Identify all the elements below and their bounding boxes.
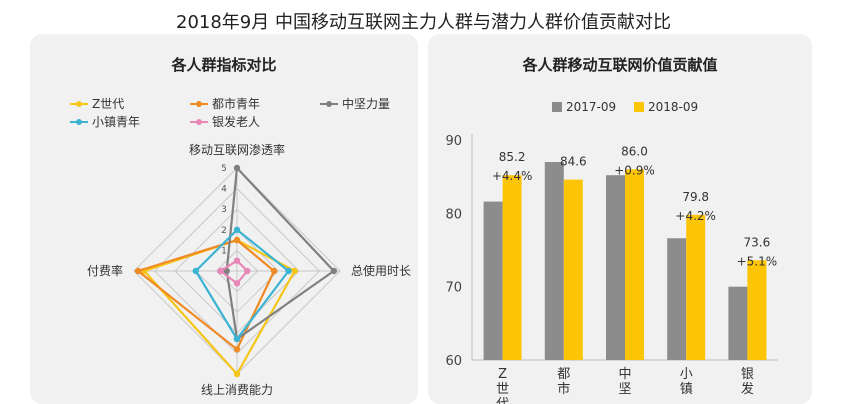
bar-chart: 2017-09 2018-09 60 70 80 90 85.2 +4.4% Z世代 84.6 都市…	[445, 100, 778, 404]
bar-panel: 各人群移动互联网价值贡献值 2017-09 2018-09 60 70 80 90 85.2…	[428, 34, 812, 404]
bar-category-char: 中	[618, 367, 631, 382]
legend-marker	[196, 101, 202, 107]
legend-label: 中坚力量	[342, 96, 390, 111]
bar-growth-label: +4.2%	[675, 209, 716, 223]
legend-item-2: 中坚力量	[320, 96, 390, 111]
legend-item-0: Z世代	[70, 97, 124, 111]
bar-value-label: 73.6	[744, 235, 771, 249]
bar-legend-label: 2018-09	[648, 100, 698, 114]
legend-label: Z世代	[92, 97, 124, 111]
bar-y-tick-label: 70	[445, 281, 462, 296]
bar-growth-label: +4.4%	[492, 169, 533, 183]
radar-point	[233, 257, 241, 264]
bar-value-label: 85.2	[499, 150, 526, 164]
radar-point	[291, 267, 298, 275]
radar-point	[217, 267, 224, 275]
bar-category-char: 镇	[680, 382, 693, 397]
bar-category-char: 发	[741, 381, 754, 397]
bar-category-char: 银	[741, 367, 754, 382]
bar-growth-label: +5.1%	[737, 254, 778, 268]
bar-growth-label: +0.9%	[614, 163, 655, 177]
radar-point	[285, 267, 292, 275]
radar-chart-title: 各人群指标对比	[171, 56, 277, 74]
bar-0-2	[606, 175, 625, 360]
radar-panel: 各人群指标对比 Z世代都市青年中坚力量小镇青年银发老人012345移动互联网渗透…	[30, 34, 418, 404]
radar-axis-label-0: 移动互联网渗透率	[189, 142, 285, 157]
radar-axis-label-2: 线上消费能力	[201, 383, 273, 397]
bar-chart-title: 各人群移动互联网价值贡献值	[522, 56, 718, 74]
radar-tick-label: 5	[221, 164, 227, 174]
bar-category-label: 都市	[557, 367, 570, 397]
radar-series-line	[135, 238, 276, 352]
radar-series-3	[192, 226, 292, 343]
bar-category-char: 都	[557, 367, 570, 382]
bar-0-0	[483, 201, 503, 360]
bar-1-1	[563, 179, 583, 360]
bar-category-char: Z	[498, 367, 507, 382]
radar-point	[233, 164, 241, 172]
bar-category-label: 银发	[741, 367, 754, 397]
bar-legend-swatch	[634, 102, 644, 112]
radar-tick-label: 1	[221, 246, 227, 256]
radar-series-4	[217, 257, 251, 287]
radar-point	[192, 267, 199, 275]
radar-point	[134, 267, 142, 275]
bar-1-2	[625, 169, 644, 360]
bar-0-4	[728, 286, 748, 360]
radar-point	[270, 267, 278, 275]
bar-category-char: 小	[680, 367, 693, 382]
legend-marker	[76, 119, 82, 125]
bar-category-label: 小镇	[680, 367, 693, 397]
bar-value-label: 86.0	[621, 144, 648, 158]
radar-point	[233, 236, 241, 244]
radar-point	[244, 267, 251, 275]
bar-category-char: 世	[496, 382, 509, 397]
radar-axis-label-1: 总使用时长	[351, 263, 411, 278]
radar-series-0	[141, 236, 298, 378]
radar-point	[233, 280, 241, 287]
bar-value-label: 84.6	[560, 155, 587, 169]
bar-1-3	[686, 214, 706, 360]
bar-y-tick-label: 90	[445, 134, 462, 149]
legend-item-1: 都市青年	[190, 96, 260, 111]
legend-label: 小镇青年	[92, 115, 140, 129]
radar-series-line	[225, 165, 336, 341]
radar-series-line	[142, 238, 297, 376]
bar-legend-swatch	[552, 102, 562, 112]
bar-legend-label: 2017-09	[566, 100, 616, 114]
bar-1-4	[747, 260, 767, 360]
bar-category-char: 市	[557, 381, 570, 397]
bar-value-label: 79.8	[682, 190, 709, 204]
legend-item-3: 小镇青年	[70, 115, 140, 129]
radar-point	[233, 370, 241, 378]
radar-axis-label-3: 付费率	[87, 263, 123, 278]
radar-series-1	[134, 236, 278, 353]
bar-category-label: Z世代	[496, 367, 509, 404]
bar-legend-item-1: 2018-09	[634, 100, 698, 114]
bar-1-0	[502, 175, 522, 360]
bar-y-tick-label: 60	[445, 354, 462, 369]
bar-category-char: 坚	[618, 382, 631, 397]
bar-0-1	[544, 162, 564, 360]
radar-point	[233, 335, 241, 343]
legend-item-4: 银发老人	[190, 114, 260, 129]
bar-category-char: 代	[496, 397, 509, 404]
radar-point	[330, 267, 338, 275]
page-title: 2018年9月 中国移动互联网主力人群与潜力人群价值贡献对比	[176, 12, 671, 33]
legend-marker	[196, 119, 202, 125]
legend-label: 都市青年	[212, 96, 260, 111]
radar-chart: Z世代都市青年中坚力量小镇青年银发老人012345移动互联网渗透率总使用时长线上…	[70, 96, 411, 397]
radar-tick-label: 2	[221, 226, 227, 236]
bar-0-3	[667, 238, 687, 360]
legend-label: 银发老人	[212, 114, 260, 129]
legend-marker	[326, 101, 332, 107]
bar-category-label: 中坚	[618, 367, 631, 397]
radar-point	[233, 346, 241, 353]
bar-legend-item-0: 2017-09	[552, 100, 616, 114]
radar-tick-label: 3	[221, 205, 227, 215]
legend-marker	[76, 101, 82, 107]
radar-tick-label: 4	[221, 185, 227, 195]
bar-y-tick-label: 80	[445, 207, 462, 222]
radar-point	[233, 226, 241, 233]
